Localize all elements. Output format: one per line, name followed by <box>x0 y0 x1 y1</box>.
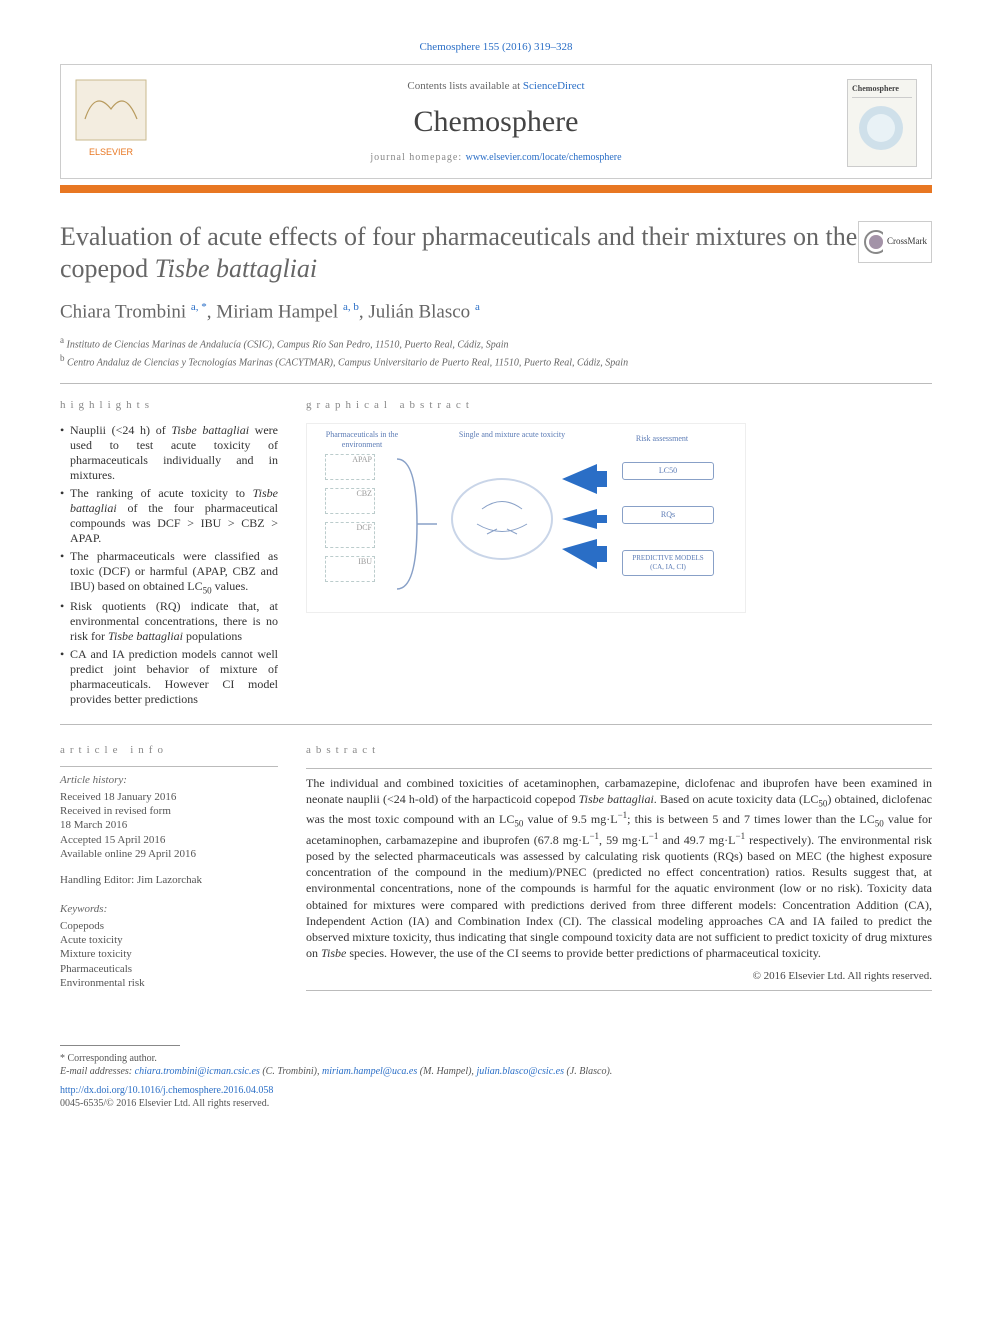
history-label: Article history: <box>60 773 278 787</box>
article-info: article info Article history: Received 1… <box>60 743 278 990</box>
highlight-item: Nauplii (<24 h) of Tisbe battagliai were… <box>60 423 278 483</box>
history-line: Accepted 15 April 2016 <box>60 833 278 847</box>
contents-available: Contents lists available at ScienceDirec… <box>81 79 911 93</box>
affiliation: a Instituto de Ciencias Marinas de Andal… <box>60 335 932 351</box>
abstract-copyright: © 2016 Elsevier Ltd. All rights reserved… <box>306 969 932 983</box>
highlight-item: The ranking of acute toxicity to Tisbe b… <box>60 486 278 546</box>
article-info-heading: article info <box>60 743 278 757</box>
article-title: Evaluation of acute effects of four phar… <box>60 221 858 286</box>
highlight-item: Risk quotients (RQ) indicate that, at en… <box>60 599 278 644</box>
svg-text:ELSEVIER: ELSEVIER <box>89 147 134 157</box>
highlights-heading: highlights <box>60 398 278 412</box>
bracket-icon <box>387 454 447 594</box>
molecule-apap: APAP <box>325 454 375 480</box>
history-line: 18 March 2016 <box>60 818 278 832</box>
authors: Chiara Trombini a, *, Miriam Hampel a, b… <box>60 300 932 325</box>
issn-line: 0045-6535/© 2016 Elsevier Ltd. All right… <box>60 1097 932 1110</box>
keyword: Pharmaceuticals <box>60 962 278 976</box>
ga-box-models: PREDICTIVE MODELS (CA, IA, CI) <box>622 550 714 576</box>
graphical-abstract-section: graphical abstract Pharmaceuticals in th… <box>306 398 932 710</box>
journal-header: ELSEVIER Chemosphere Contents lists avai… <box>60 64 932 178</box>
keywords-block: Keywords: CopepodsAcute toxicityMixture … <box>60 902 278 991</box>
journal-citation: Chemosphere 155 (2016) 319–328 <box>60 40 932 54</box>
elsevier-logo: ELSEVIER <box>75 79 147 159</box>
ga-box-lc50: LC50 <box>622 462 714 480</box>
corresponding-note: * Corresponding author. <box>60 1052 932 1065</box>
keyword: Copepods <box>60 919 278 933</box>
keyword: Environmental risk <box>60 976 278 990</box>
molecule-dcf: DCF <box>325 522 375 548</box>
highlight-item: CA and IA prediction models cannot well … <box>60 647 278 707</box>
history-line: Received 18 January 2016 <box>60 790 278 804</box>
ga-heading: graphical abstract <box>306 398 932 412</box>
abstract-heading: abstract <box>306 743 932 757</box>
sciencedirect-link[interactable]: ScienceDirect <box>523 80 585 92</box>
arrows-icon <box>557 459 612 579</box>
keywords-label: Keywords: <box>60 902 278 916</box>
crossmark-icon <box>863 229 883 255</box>
affiliation: b Centro Andaluz de Ciencias y Tecnologí… <box>60 353 932 369</box>
keyword: Acute toxicity <box>60 933 278 947</box>
highlight-item: The pharmaceuticals were classified as t… <box>60 549 278 597</box>
history-line: Received in revised form <box>60 804 278 818</box>
journal-homepage: journal homepage: www.elsevier.com/locat… <box>81 151 911 164</box>
ga-box-rqs: RQs <box>622 506 714 524</box>
crossmark-badge[interactable]: CrossMark <box>858 221 932 263</box>
emails: E-mail addresses: chiara.trombini@icman.… <box>60 1065 932 1078</box>
email-link[interactable]: miriam.hampel@uca.es <box>322 1066 417 1077</box>
doi-link[interactable]: http://dx.doi.org/10.1016/j.chemosphere.… <box>60 1084 932 1097</box>
affiliations: a Instituto de Ciencias Marinas de Andal… <box>60 335 932 370</box>
keyword: Mixture toxicity <box>60 947 278 961</box>
highlights-section: highlights Nauplii (<24 h) of Tisbe batt… <box>60 398 278 710</box>
journal-name: Chemosphere <box>81 102 911 141</box>
molecule-ibu: IBU <box>325 556 375 582</box>
email-link[interactable]: chiara.trombini@icman.csic.es <box>135 1066 260 1077</box>
header-rule <box>60 185 932 193</box>
footer: * Corresponding author. E-mail addresses… <box>60 1045 932 1110</box>
molecule-cbz: CBZ <box>325 488 375 514</box>
history-line: Available online 29 April 2016 <box>60 847 278 861</box>
graphical-abstract: Pharmaceuticals in the environment Singl… <box>306 423 746 613</box>
handling-editor: Handling Editor: Jim Lazorchak <box>60 873 278 887</box>
crossmark-label: CrossMark <box>887 236 927 248</box>
organism-circle <box>447 474 557 564</box>
journal-cover-thumb: Chemosphere <box>847 79 917 167</box>
journal-homepage-link[interactable]: www.elsevier.com/locate/chemosphere <box>466 152 622 163</box>
abstract-text: The individual and combined toxicities o… <box>306 775 932 962</box>
email-link[interactable]: julian.blasco@csic.es <box>476 1066 564 1077</box>
abstract-section: abstract The individual and combined tox… <box>306 743 932 1004</box>
